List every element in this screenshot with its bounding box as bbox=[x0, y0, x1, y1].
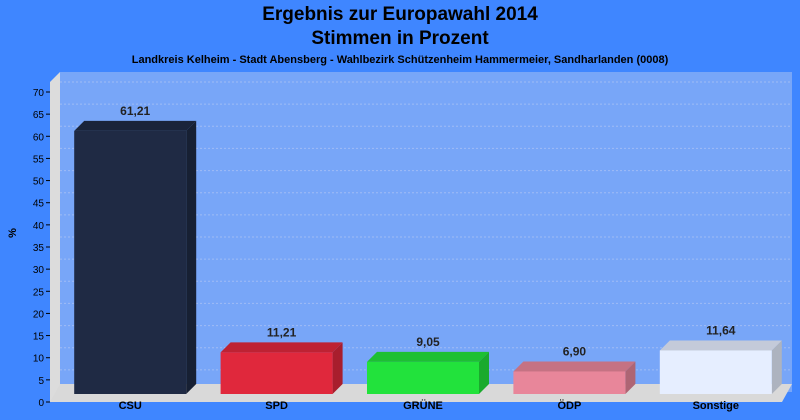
chart-subtitle: Landkreis Kelheim - Stadt Abensberg - Wa… bbox=[131, 54, 669, 66]
bar-top bbox=[367, 351, 489, 362]
bar--dp bbox=[513, 361, 636, 394]
y-tick-label: 10 bbox=[33, 354, 45, 365]
bar-side bbox=[479, 351, 489, 394]
bar-top bbox=[513, 361, 636, 372]
y-tick-label: 45 bbox=[33, 199, 45, 210]
bar-side bbox=[771, 340, 782, 394]
bar-csu bbox=[74, 120, 197, 395]
bar-sonstige bbox=[659, 340, 782, 394]
y-tick-label: 30 bbox=[33, 265, 45, 276]
y-tick-label: 40 bbox=[33, 221, 45, 232]
bar-top bbox=[220, 342, 343, 353]
y-tick-label: 25 bbox=[33, 287, 45, 298]
bar-side bbox=[332, 342, 343, 394]
x-tick-label: ÖDP bbox=[557, 399, 581, 412]
y-tick-label: 60 bbox=[33, 132, 45, 143]
data-label: 11,21 bbox=[267, 325, 297, 339]
plot-left-wall bbox=[50, 72, 60, 402]
y-tick-label: 15 bbox=[33, 332, 45, 343]
y-tick-label: 65 bbox=[33, 110, 45, 121]
bar-gr-ne bbox=[367, 351, 489, 394]
y-tick-label: 50 bbox=[33, 177, 45, 188]
bar-top bbox=[659, 340, 782, 351]
y-tick-label: 20 bbox=[33, 309, 45, 320]
y-tick-label: 5 bbox=[38, 376, 44, 387]
bar-front bbox=[659, 350, 772, 394]
data-label: 61,21 bbox=[120, 104, 150, 118]
y-tick-label: 70 bbox=[33, 88, 45, 99]
chart-title: Ergebnis zur Europawahl 2014 bbox=[262, 4, 538, 25]
bar-front bbox=[367, 361, 479, 394]
bar-side bbox=[186, 120, 197, 395]
x-tick-label: GRÜNE bbox=[403, 399, 443, 412]
chart-title-line2: Stimmen in Prozent bbox=[311, 28, 489, 49]
y-tick-label: 35 bbox=[33, 243, 45, 254]
bar-front bbox=[74, 130, 187, 395]
data-label: 11,64 bbox=[706, 323, 736, 337]
bar-side bbox=[625, 361, 636, 394]
y-tick-label: 55 bbox=[33, 154, 45, 165]
bar-front bbox=[220, 352, 333, 394]
bar-front bbox=[513, 371, 626, 394]
y-tick-label: 0 bbox=[38, 398, 44, 409]
bar-spd bbox=[220, 342, 343, 394]
x-tick-label: SPD bbox=[265, 400, 288, 412]
data-label: 9,05 bbox=[416, 335, 440, 349]
x-tick-label: Sonstige bbox=[693, 400, 739, 412]
data-label: 6,90 bbox=[563, 344, 587, 358]
bar-top bbox=[74, 120, 197, 131]
x-tick-label: CSU bbox=[119, 400, 142, 412]
